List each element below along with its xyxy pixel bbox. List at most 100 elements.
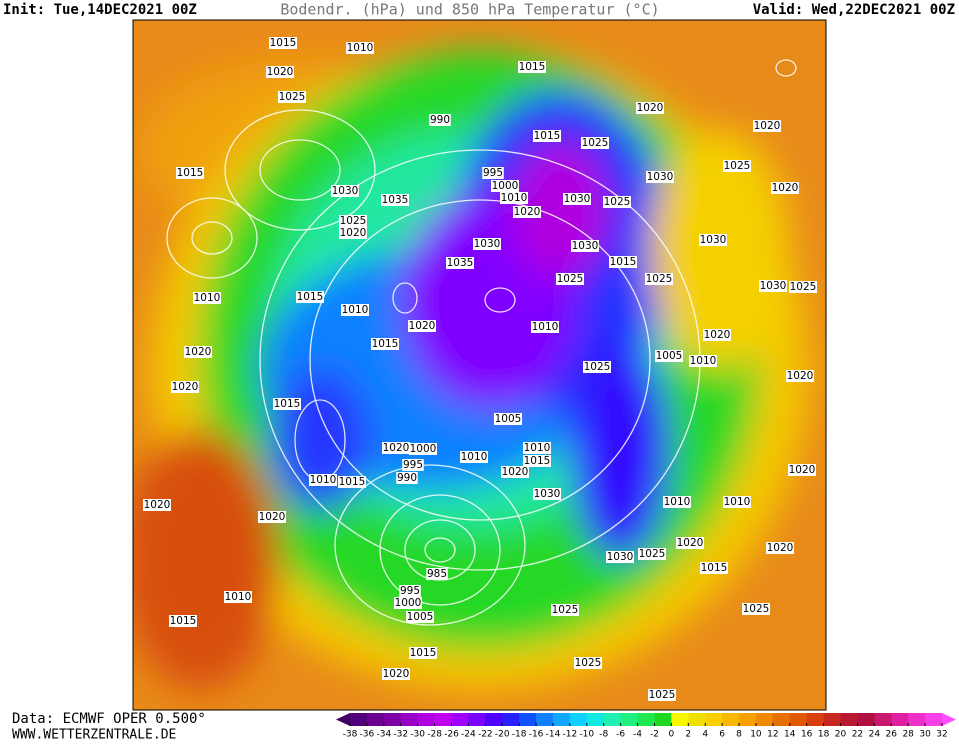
scale-tick-label: 26 xyxy=(886,730,898,740)
isobar-label: 1020 xyxy=(502,466,529,478)
isobar-label: 1025 xyxy=(790,281,817,293)
scale-tick-label: -6 xyxy=(616,730,625,740)
isobar-label: 1015 xyxy=(274,398,301,410)
isobar-label-bg xyxy=(273,398,301,410)
scale-segment xyxy=(434,713,452,726)
scale-segment xyxy=(874,713,892,726)
scale-tick-label: 32 xyxy=(936,730,947,740)
isobar-label: 1025 xyxy=(279,91,306,103)
isobar-label: 1020 xyxy=(754,120,781,132)
isobar-label-bg xyxy=(533,488,561,500)
scale-segment xyxy=(502,713,520,726)
isobar-label: 1020 xyxy=(383,442,410,454)
isobar-label-bg xyxy=(742,603,770,615)
isobar-label: 1020 xyxy=(185,346,212,358)
isobar-label-bg xyxy=(338,476,366,488)
scale-segment xyxy=(755,713,774,726)
scale-tick-label: 2 xyxy=(685,730,691,740)
scale-tick-label: 28 xyxy=(902,730,914,740)
isobar-label-bg xyxy=(583,361,611,373)
isobar-label-bg xyxy=(753,120,781,132)
isobar-label: 1030 xyxy=(564,193,591,205)
isobar-label-bg xyxy=(689,355,717,367)
scale-tick-label: 14 xyxy=(784,730,796,740)
isobar-label-bg xyxy=(655,350,683,362)
isobar-label-bg xyxy=(646,171,674,183)
isobar-label: 1030 xyxy=(607,551,634,563)
isobar-label: 985 xyxy=(427,568,447,580)
isobar-label-bg xyxy=(473,238,501,250)
scale-segment xyxy=(451,713,469,726)
isobar-label: 1010 xyxy=(501,192,528,204)
isobar-label-bg xyxy=(171,381,199,393)
isobar-label: 1015 xyxy=(270,37,297,49)
scale-segment xyxy=(772,713,791,726)
isobar-label-bg xyxy=(703,329,731,341)
isobar-label-bg xyxy=(491,180,519,192)
isobar-label: 1020 xyxy=(789,464,816,476)
isobar-label: 1025 xyxy=(575,657,602,669)
scale-segment xyxy=(823,713,842,726)
isobar-label-bg xyxy=(266,66,294,78)
scale-tick-label: -26 xyxy=(444,730,459,740)
isobar-label-bg xyxy=(296,291,324,303)
isobar-label-bg xyxy=(409,443,437,455)
isobar-label: 1020 xyxy=(144,499,171,511)
scale-tick-label: -36 xyxy=(360,730,375,740)
scale-segment xyxy=(383,713,402,726)
scale-segment xyxy=(519,713,537,726)
isobar-label-bg xyxy=(371,338,399,350)
scale-segment xyxy=(688,713,706,726)
map-frame xyxy=(132,19,827,711)
isobar-label: 1025 xyxy=(743,603,770,615)
isobar-label: 1030 xyxy=(647,171,674,183)
isobar-label-bg xyxy=(460,451,488,463)
isobar-label: 1020 xyxy=(514,206,541,218)
isobar-label-bg xyxy=(571,240,599,252)
scale-segment xyxy=(366,713,385,726)
isobar-label-bg xyxy=(523,442,551,454)
isobar-label-bg xyxy=(723,160,751,172)
isobar-label-bg xyxy=(184,346,212,358)
scale-tick-label: -34 xyxy=(376,730,391,740)
isobar-label: 1000 xyxy=(395,597,422,609)
scale-segment xyxy=(671,713,689,726)
scale-tick-label: -38 xyxy=(343,730,358,740)
isobar-label-bg xyxy=(143,499,171,511)
scale-segment xyxy=(637,713,655,726)
isobar-label: 1010 xyxy=(664,496,691,508)
isobar-label: 990 xyxy=(430,114,450,126)
scale-tick-label: -32 xyxy=(393,730,408,740)
scale-tick-label: -24 xyxy=(461,730,476,740)
isobar-label: 995 xyxy=(403,459,423,471)
isobar-label: 1015 xyxy=(519,61,546,73)
isobar-label-bg xyxy=(606,551,634,563)
scale-segment xyxy=(654,713,672,726)
scale-arrow-low xyxy=(336,713,350,726)
isobar-label-bg xyxy=(278,91,306,103)
isobar-label: 1025 xyxy=(646,273,673,285)
isobar-label-bg xyxy=(382,442,410,454)
isobar-label-bg xyxy=(700,562,728,574)
isobar-label: 1025 xyxy=(584,361,611,373)
isobar-label: 1000 xyxy=(492,180,519,192)
isobar-label-bg xyxy=(500,192,528,204)
isobar-label: 990 xyxy=(397,472,417,484)
scale-tick-label: -20 xyxy=(495,730,510,740)
isobar-label: 1020 xyxy=(172,381,199,393)
scale-segment xyxy=(789,713,808,726)
isobar-label-bg xyxy=(603,196,631,208)
scale-segment xyxy=(586,713,605,726)
scale-segment xyxy=(739,713,757,726)
scale-tick-label: -12 xyxy=(563,730,578,740)
scale-tick-label: 16 xyxy=(801,730,813,740)
isobar-label-bg xyxy=(339,227,367,239)
isobar-label: 1015 xyxy=(701,562,728,574)
init-time: Init: Tue,14DEC2021 00Z xyxy=(3,2,197,18)
isobar-label-bg xyxy=(636,102,664,114)
isobar-label: 1025 xyxy=(604,196,631,208)
isobar-label: 1020 xyxy=(772,182,799,194)
isobar-label: 1020 xyxy=(637,102,664,114)
isobar-label: 1025 xyxy=(340,215,367,227)
